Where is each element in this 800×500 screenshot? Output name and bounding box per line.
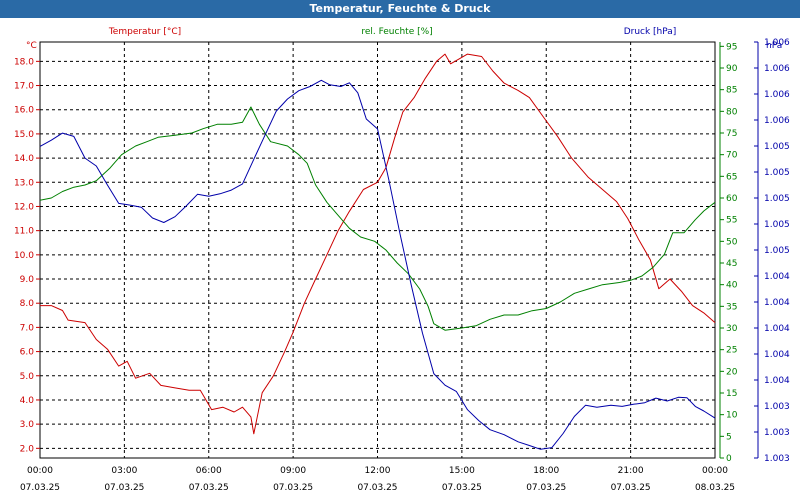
- temperature-tick-label: 12.0: [14, 202, 34, 212]
- humidity-tick-label: 0: [726, 454, 732, 464]
- temperature-tick-label: 16.0: [14, 106, 34, 116]
- pressure-tick-label: 1.005: [764, 246, 790, 256]
- temperature-unit-label: °C: [26, 41, 37, 51]
- pressure-tick-label: 1.004: [764, 272, 790, 282]
- pressure-tick-label: 1.003: [764, 454, 790, 464]
- temperature-axis-title: Temperatur [°C]: [108, 27, 181, 37]
- x-tick-label-date: 07.03.25: [20, 483, 60, 493]
- temperature-tick-label: 5.0: [20, 372, 35, 382]
- humidity-tick-label: 50: [726, 237, 738, 247]
- temperature-tick-label: 9.0: [20, 275, 35, 285]
- temperature-tick-label: 6.0: [20, 348, 35, 358]
- humidity-tick-label: 85: [726, 86, 737, 96]
- x-tick-label-date: 07.03.25: [526, 483, 566, 493]
- humidity-tick-label: 30: [726, 324, 738, 334]
- pressure-tick-label: 1.004: [764, 298, 790, 308]
- pressure-tick-label: 1.003: [764, 402, 790, 412]
- temperature-tick-label: 7.0: [20, 323, 35, 333]
- x-tick-label-date: 07.03.25: [273, 483, 313, 493]
- humidity-tick-label: 10: [726, 411, 738, 421]
- humidity-tick-label: 15: [726, 389, 737, 399]
- humidity-tick-label: 60: [726, 194, 738, 204]
- pressure-unit-label: hPa: [766, 41, 782, 51]
- humidity-tick-label: 25: [726, 346, 737, 356]
- pressure-tick-label: 1.005: [764, 194, 790, 204]
- temperature-series-line: [40, 53, 716, 435]
- x-tick-label-time: 12:00: [365, 466, 391, 476]
- x-tick-label-time: 00:00: [27, 466, 53, 476]
- temperature-tick-label: 8.0: [20, 299, 35, 309]
- humidity-axis-title: rel. Feuchte [%]: [361, 27, 432, 37]
- humidity-tick-label: 90: [726, 64, 738, 74]
- temperature-tick-label: 17.0: [14, 82, 34, 92]
- x-tick-label-time: 21:00: [618, 466, 644, 476]
- x-tick-label-date: 07.03.25: [357, 483, 397, 493]
- chart-title: Temperatur, Feuchte & Druck: [0, 0, 800, 18]
- x-tick-label-time: 18:00: [533, 466, 559, 476]
- pressure-tick-label: 1.006: [764, 38, 790, 48]
- x-tick-label-time: 03:00: [111, 466, 137, 476]
- humidity-tick-label: 40: [726, 281, 738, 291]
- pressure-tick-label: 1.004: [764, 376, 790, 386]
- x-tick-label-time: 06:00: [196, 466, 222, 476]
- pressure-tick-label: 1.006: [764, 90, 790, 100]
- temperature-tick-label: 14.0: [14, 154, 34, 164]
- temperature-tick-label: 2.0: [20, 444, 35, 454]
- temperature-tick-label: 11.0: [14, 227, 34, 237]
- humidity-tick-label: 45: [726, 259, 737, 269]
- pressure-tick-label: 1.005: [764, 168, 790, 178]
- x-tick-label-date: 08.03.25: [695, 483, 735, 493]
- humidity-tick-label: 5: [726, 432, 732, 442]
- humidity-tick-label: 35: [726, 302, 737, 312]
- humidity-tick-label: 65: [726, 172, 737, 182]
- humidity-tick-label: 75: [726, 129, 737, 139]
- x-tick-label-date: 07.03.25: [104, 483, 144, 493]
- temperature-tick-label: 10.0: [14, 251, 34, 261]
- humidity-tick-label: 95: [726, 42, 737, 52]
- x-tick-label-time: 15:00: [449, 466, 475, 476]
- temperature-tick-label: 13.0: [14, 178, 34, 188]
- x-tick-label-date: 07.03.25: [611, 483, 651, 493]
- temperature-tick-label: 18.0: [14, 57, 34, 67]
- chart-plot: 00:00 07.03.25 03:00 07.03.25 06:00 07.03.25 0…: [14, 27, 790, 493]
- pressure-tick-label: 1.006: [764, 64, 790, 74]
- temperature-tick-label: 3.0: [20, 420, 35, 430]
- x-tick-label-date: 07.03.25: [442, 483, 482, 493]
- pressure-tick-label: 1.004: [764, 324, 790, 334]
- pressure-axis-title: Druck [hPa]: [624, 27, 677, 37]
- humidity-series-line: [39, 106, 716, 331]
- pressure-tick-label: 1.003: [764, 428, 790, 438]
- temperature-tick-label: 4.0: [20, 396, 35, 406]
- x-tick-label-date: 07.03.25: [189, 483, 229, 493]
- humidity-tick-label: 80: [726, 107, 738, 117]
- x-tick-label-time: 00:00: [702, 466, 728, 476]
- humidity-tick-label: 70: [726, 151, 738, 161]
- x-tick-label-time: 09:00: [280, 466, 306, 476]
- pressure-tick-label: 1.004: [764, 350, 790, 360]
- humidity-tick-label: 55: [726, 216, 737, 226]
- pressure-tick-label: 1.006: [764, 116, 790, 126]
- pressure-series-line: [39, 79, 716, 450]
- pressure-tick-label: 1.005: [764, 142, 790, 152]
- temperature-tick-label: 15.0: [14, 130, 34, 140]
- humidity-tick-label: 20: [726, 367, 738, 377]
- pressure-tick-label: 1.005: [764, 220, 790, 230]
